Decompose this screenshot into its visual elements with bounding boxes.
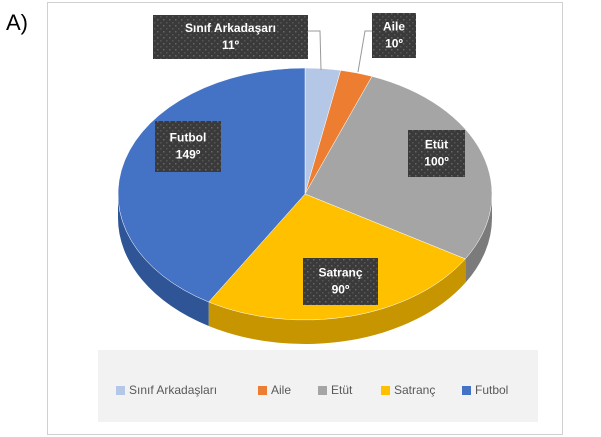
data-label-box [155,121,221,172]
data-label: 11º [222,38,240,52]
legend-swatch [462,386,471,395]
slice-side [465,194,492,283]
legend-swatch [381,386,390,395]
data-label-box [153,15,308,59]
data-label-box [303,258,378,305]
data-label: 10º [385,37,403,51]
legend-label: Futbol [475,383,508,397]
legend-swatch [318,386,327,395]
data-label-name: Satranç [318,266,362,280]
legend-label: Sınıf Arkadaşları [129,383,217,397]
data-label: 149º [176,148,201,162]
data-label-name: Sınıf Arkadaşarı [185,21,276,35]
slice-side [118,194,209,327]
data-label-name: Aile [383,20,405,34]
legend-label: Aile [271,383,291,397]
data-label: 90º [332,283,350,297]
legend-label: Etüt [331,383,353,397]
data-label-name: Futbol [170,131,207,145]
pie-slice [304,76,493,260]
data-label-name: Etüt [425,138,448,152]
legend: Sınıf Arkadaşları Aile Etüt Satranç Futbol [116,383,508,397]
panel-label: A) [6,10,28,35]
slice-side [208,258,466,345]
data-label: 100º [424,155,449,169]
data-labels: Sınıf Arkadaşarı 11º Aile 10º Etüt 100º Satran… [153,13,465,305]
pie-slice [208,193,466,321]
legend-label: Satranç [394,383,435,397]
data-label-box [372,13,416,58]
pie [117,67,493,345]
leader-line [357,30,372,73]
leader-line [308,30,322,71]
legend-swatch [258,386,267,395]
legend-swatch [116,386,125,395]
data-label-box [408,130,465,177]
